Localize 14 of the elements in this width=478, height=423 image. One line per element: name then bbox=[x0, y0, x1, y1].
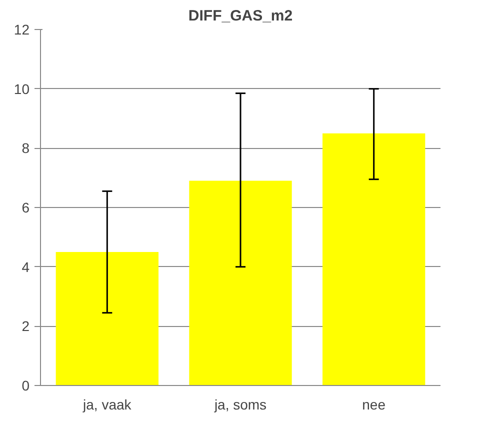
bar bbox=[322, 133, 426, 386]
x-tick-label: nee bbox=[362, 396, 386, 412]
y-tick-label: 12 bbox=[14, 22, 30, 38]
y-tick-label: 6 bbox=[22, 200, 30, 216]
bar bbox=[56, 252, 158, 386]
x-tick-label: ja, soms bbox=[213, 396, 267, 412]
y-tick-label: 10 bbox=[14, 80, 30, 97]
y-tick-label: 4 bbox=[22, 258, 30, 275]
y-tick-label: 0 bbox=[22, 378, 30, 394]
y-tick-label: 2 bbox=[22, 318, 30, 334]
x-tick-label: ja, vaak bbox=[82, 396, 132, 412]
chart-title: DIFF_GAS_m2 bbox=[188, 8, 293, 24]
y-tick-label: 8 bbox=[22, 140, 30, 156]
bar bbox=[189, 180, 292, 386]
